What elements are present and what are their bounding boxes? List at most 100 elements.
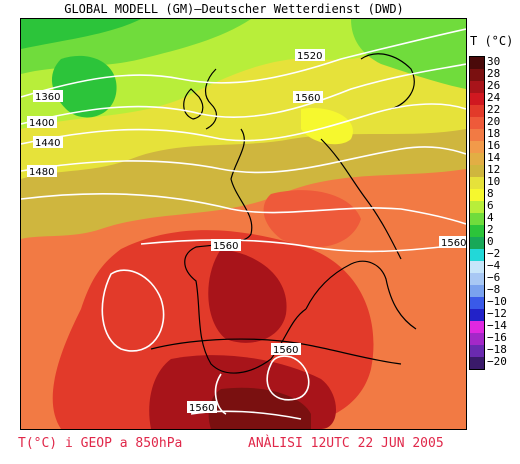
legend-swatch xyxy=(469,177,485,189)
legend-label: −2 xyxy=(487,247,501,260)
temp-zone-28 xyxy=(208,387,311,429)
map-header-title: GLOBAL MODELL (GM)–Deutscher Wetterdiens… xyxy=(64,2,404,16)
legend-label: 30 xyxy=(487,55,501,68)
isoline-label-bg xyxy=(27,116,57,128)
legend-label: 2 xyxy=(487,223,494,236)
isoline-label-1560-africa: 1560 xyxy=(273,345,298,356)
footer-analysis-time: ANÀLISI 12UTC 22 JUN 2005 xyxy=(248,436,444,451)
isoline-label-bg xyxy=(187,401,217,413)
coastline-italy xyxy=(305,260,417,330)
isoline-labels: 1520 1560 1360 1400 1440 1480 1560 1560 … xyxy=(27,49,466,414)
temp-zone-26 xyxy=(208,249,287,343)
legend-label: 24 xyxy=(487,91,501,104)
isoline-label-bg xyxy=(293,91,323,103)
isoline-1560-a xyxy=(140,239,466,253)
legend-label: −6 xyxy=(487,271,501,284)
legend-swatch xyxy=(469,69,485,81)
coastline-north-africa xyxy=(150,338,402,365)
isoline-loop-africa xyxy=(266,355,310,401)
legend-swatch xyxy=(469,93,485,105)
legend-swatch xyxy=(469,57,485,69)
legend-label: 6 xyxy=(487,199,494,212)
legend-swatch xyxy=(469,165,485,177)
legend-swatch xyxy=(469,261,485,273)
temperature-map: 1520 1560 1360 1400 1440 1480 1560 1560 … xyxy=(20,18,467,430)
legend-swatch xyxy=(469,153,485,165)
isoline-1520 xyxy=(21,193,466,225)
legend-label: −16 xyxy=(487,331,507,344)
legend-swatch xyxy=(469,297,485,309)
legend-swatch xyxy=(469,321,485,333)
coastlines xyxy=(150,53,417,374)
legend-title: T (°C) xyxy=(470,34,514,48)
legend-label: 20 xyxy=(487,115,501,128)
legend-swatch xyxy=(469,105,485,117)
legend-swatch xyxy=(469,237,485,249)
legend-swatch xyxy=(469,81,485,93)
temp-zone-2b xyxy=(51,55,117,118)
isoline-label-1560-east: 1560 xyxy=(441,238,466,249)
temp-zone-4b xyxy=(351,19,466,89)
footer-variable-label: T(°C) i GEOP a 850hPa xyxy=(18,436,183,451)
legend-swatch xyxy=(469,249,485,261)
legend-swatch xyxy=(469,357,485,369)
legend-label: 28 xyxy=(487,67,501,80)
border-central-europe xyxy=(320,138,402,260)
isoline-label-1360: 1360 xyxy=(35,92,60,103)
isoline-1400 xyxy=(21,63,466,125)
legend-swatch xyxy=(469,285,485,297)
legend-label: −20 xyxy=(487,355,507,368)
isoline-label-1400: 1400 xyxy=(29,118,54,129)
temperature-legend xyxy=(469,56,485,370)
isoline-1560-b xyxy=(214,373,227,415)
legend-swatch xyxy=(469,141,485,153)
isoline-label-1520: 1520 xyxy=(297,51,322,62)
legend-label: 22 xyxy=(487,103,501,116)
temp-zone-20 xyxy=(263,190,361,248)
legend-label: 0 xyxy=(487,235,494,248)
legend-label: −4 xyxy=(487,259,501,272)
legend-swatch xyxy=(469,345,485,357)
isoline-label-bg xyxy=(33,136,63,148)
isoline-label-bg xyxy=(439,236,466,248)
legend-swatch xyxy=(469,213,485,225)
legend-label: 26 xyxy=(487,79,501,92)
isoline-label-bg xyxy=(27,165,57,177)
legend-swatch xyxy=(469,333,485,345)
isoline-label-1560-iberia: 1560 xyxy=(213,241,238,252)
legend-swatch xyxy=(469,189,485,201)
legend-label: 12 xyxy=(487,163,501,176)
legend-swatch xyxy=(469,273,485,285)
legend-label: −12 xyxy=(487,307,507,320)
legend-label: 18 xyxy=(487,127,501,140)
isoline-label-bg xyxy=(271,343,301,355)
legend-swatch xyxy=(469,117,485,129)
legend-label: −18 xyxy=(487,343,507,356)
legend-label: −10 xyxy=(487,295,507,308)
legend-label: 14 xyxy=(487,151,501,164)
legend-label: 4 xyxy=(487,211,494,224)
temp-zone-2 xyxy=(21,19,141,49)
isoline-1440 xyxy=(21,103,466,145)
isoline-label-1560-south: 1560 xyxy=(189,403,214,414)
legend-label: 10 xyxy=(487,175,501,188)
isoline-label-bg xyxy=(33,90,63,102)
isoline-1360 xyxy=(21,28,466,98)
isoline-label-1560-north: 1560 xyxy=(295,93,320,104)
isoline-label-1480: 1480 xyxy=(29,167,54,178)
legend-swatch xyxy=(469,225,485,237)
legend-label: −8 xyxy=(487,283,501,296)
coastline-uk xyxy=(204,68,218,130)
legend-label: 8 xyxy=(487,187,494,200)
legend-swatch xyxy=(469,201,485,213)
isoline-label-1440: 1440 xyxy=(35,138,60,149)
isoline-loop-west xyxy=(101,269,165,352)
legend-label: −14 xyxy=(487,319,507,332)
coastline-scandinavia xyxy=(360,53,415,110)
isoline-1480 xyxy=(21,146,466,174)
legend-label: 16 xyxy=(487,139,501,152)
isoline-label-bg xyxy=(295,49,325,61)
isoline-label-bg xyxy=(211,239,241,251)
legend-swatch xyxy=(469,309,485,321)
map-canvas: 1520 1560 1360 1400 1440 1480 1560 1560 … xyxy=(21,19,466,429)
